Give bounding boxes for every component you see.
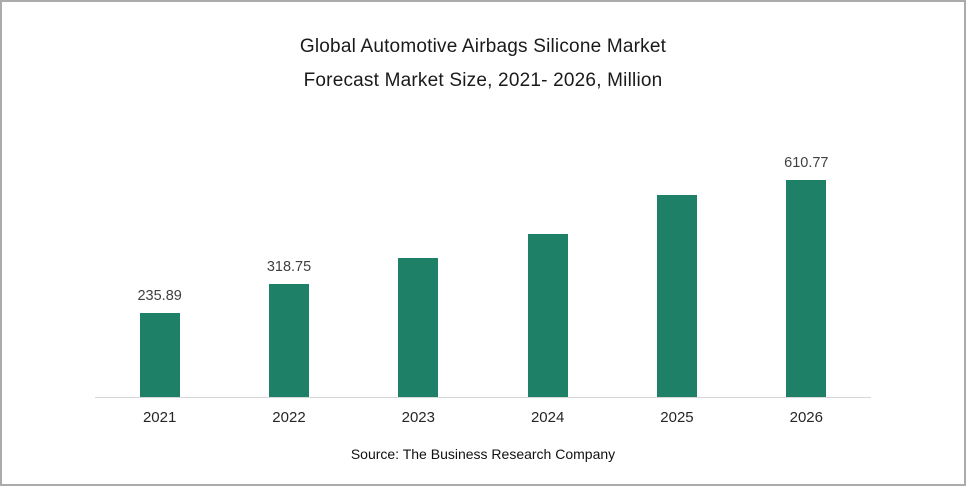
x-axis-label: 2023 — [401, 409, 435, 426]
x-axis-label: 2025 — [660, 409, 694, 426]
bar-value-label: 318.75 — [266, 259, 312, 275]
x-axis: 2021 2022 2023 2024 2025 2026 — [95, 398, 871, 426]
bars-container: 235.89 318.75 610.77 — [95, 98, 871, 398]
bar-slot: 610.77 — [742, 155, 871, 397]
bar-2022 — [268, 284, 309, 397]
x-axis-label: 2021 — [142, 409, 177, 426]
bar-slot: 235.89 — [95, 288, 224, 397]
bar-2025 — [656, 195, 697, 397]
bar-slot — [483, 209, 612, 397]
x-axis-label: 2026 — [789, 409, 823, 426]
chart-title-line1: Global Automotive Airbags Silicone Marke… — [299, 36, 667, 57]
plot-area: 235.89 318.75 610.77 2021 2022 2023 2024 2025 2… — [95, 98, 871, 426]
bar-2023 — [398, 258, 439, 397]
chart-title-line2: Forecast Market Size, 2021- 2026, Millio… — [303, 70, 663, 91]
bar-slot — [354, 233, 483, 397]
bar-2026 — [786, 180, 827, 397]
x-axis-label: 2022 — [272, 409, 306, 426]
bar-value-label: 610.77 — [784, 155, 829, 171]
source-caption: Source: The Business Research Company — [350, 446, 616, 462]
bar-value-label: 235.89 — [137, 288, 182, 304]
bar-slot — [612, 170, 741, 397]
bar-2024 — [527, 234, 568, 397]
x-axis-label: 2024 — [530, 409, 565, 426]
bar-2021 — [139, 313, 180, 397]
chart-title: Global Automotive Airbags Silicone Marke… — [2, 2, 964, 98]
bar-slot: 318.75 — [224, 259, 353, 397]
